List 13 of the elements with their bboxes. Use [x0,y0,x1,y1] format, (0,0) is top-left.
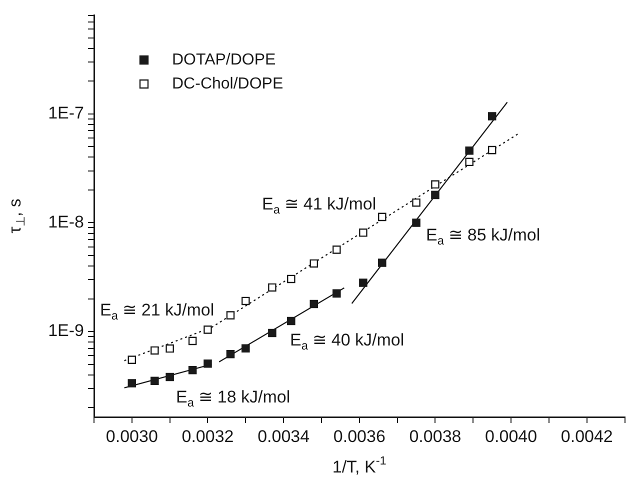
y-axis-title: τ⊥, s [6,198,28,234]
y-tick-label: 1E-9 [48,321,84,340]
y-tick-label: 1E-8 [48,212,84,232]
x-tick-label: 0.0038 [409,426,462,446]
legend-label: DOTAP/DOPE [172,51,276,68]
x-tick-label: 0.0032 [182,426,234,446]
x-tick-label: 0.0034 [258,426,310,446]
y-tick-label: 1E-7 [48,104,84,123]
x-tick-label: 0.0042 [560,426,613,446]
x-tick-label: 0.0030 [106,426,158,446]
legend-label: DC-Chol/DOPE [172,75,284,92]
x-tick-label: 0.0036 [333,426,386,446]
x-tick-label: 0.0040 [485,426,538,446]
